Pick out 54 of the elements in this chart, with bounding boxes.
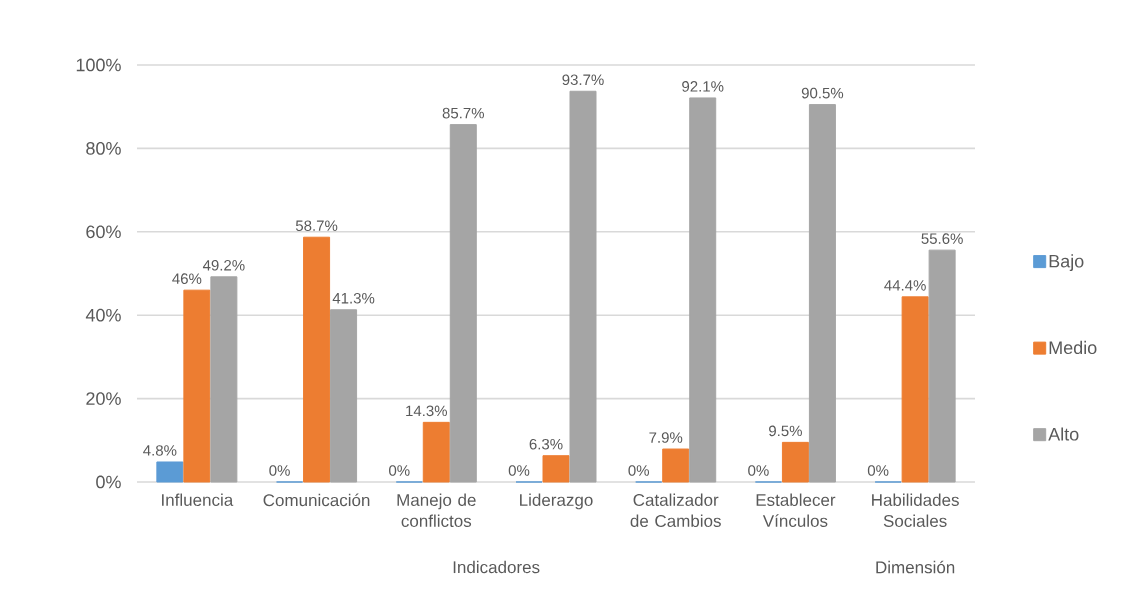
data-label: 46% bbox=[172, 273, 202, 284]
data-label: 0% bbox=[748, 465, 769, 476]
data-label: 49.2% bbox=[202, 260, 245, 271]
bar bbox=[156, 461, 184, 483]
data-label: 4.8% bbox=[143, 445, 177, 456]
legend-label: Medio bbox=[1049, 340, 1097, 355]
y-tick-label: 40% bbox=[85, 308, 121, 322]
bar bbox=[689, 97, 717, 483]
data-label: 58.7% bbox=[295, 220, 338, 232]
data-label: 0% bbox=[508, 465, 530, 476]
data-label: 0% bbox=[628, 465, 650, 476]
legend-label: Bajo bbox=[1049, 254, 1084, 272]
data-label: 92.1% bbox=[682, 81, 724, 92]
data-label: 6.3% bbox=[529, 438, 563, 450]
data-label: 55.6% bbox=[921, 233, 963, 244]
bar bbox=[183, 289, 211, 483]
x-tick-label: Manejo de conflictos bbox=[397, 493, 476, 528]
y-tick-label: 20% bbox=[86, 392, 121, 405]
bar bbox=[808, 104, 836, 483]
y-tick-label: 80% bbox=[86, 142, 121, 155]
legend-label: Alto bbox=[1048, 427, 1079, 441]
y-tick-label: 100% bbox=[76, 58, 121, 72]
data-label: 85.7% bbox=[442, 107, 485, 119]
bar bbox=[449, 124, 477, 483]
x-tick-label: Comunicación bbox=[263, 493, 370, 507]
data-label: 0% bbox=[269, 465, 290, 476]
data-label: 9.5% bbox=[769, 425, 802, 437]
bar bbox=[303, 236, 331, 483]
x-tick-label: Habilidades Sociales bbox=[872, 493, 959, 528]
bar bbox=[901, 296, 929, 483]
bar bbox=[928, 249, 956, 483]
data-label: 0% bbox=[389, 465, 410, 476]
y-tick-label: 0% bbox=[96, 475, 121, 489]
x-tick-label: Establecer Vínculos bbox=[756, 493, 836, 528]
data-label: 0% bbox=[867, 465, 889, 476]
x-tick-label: Catalizador de Cambios bbox=[630, 493, 721, 528]
data-label: 93.7% bbox=[562, 74, 604, 86]
bar bbox=[330, 309, 358, 483]
bar bbox=[662, 448, 690, 483]
data-label: 90.5% bbox=[801, 87, 844, 99]
bar bbox=[210, 276, 238, 483]
bar bbox=[781, 441, 809, 483]
bar bbox=[569, 90, 597, 483]
data-label: 7.9% bbox=[649, 432, 683, 443]
bar bbox=[542, 455, 570, 483]
text: Indicadores bbox=[453, 560, 540, 574]
x-tick-label: Liderazgo bbox=[520, 493, 593, 510]
data-label: 14.3% bbox=[406, 405, 448, 417]
bar bbox=[422, 421, 450, 483]
text: Dimensión bbox=[876, 560, 955, 574]
y-tick-label: 60% bbox=[86, 225, 121, 239]
x-tick-label: Influencia bbox=[162, 493, 234, 507]
data-label: 41.3% bbox=[332, 292, 375, 304]
data-label: 44.4% bbox=[884, 280, 926, 291]
